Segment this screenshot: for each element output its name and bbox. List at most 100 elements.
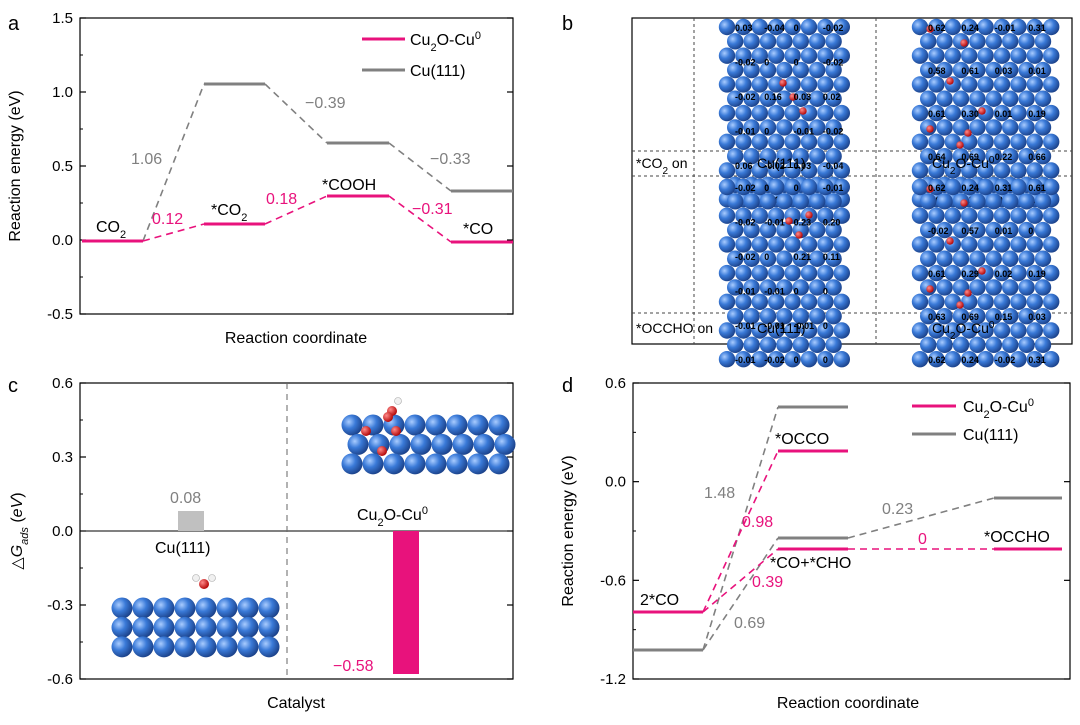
a-gray-connector [264,83,328,144]
ytick-label-d-0: -1.2 [600,671,626,688]
c-cat-cu2o: Cu2O-Cu0 [357,505,428,529]
atom [961,264,978,282]
atom [237,597,259,619]
atom [452,433,474,455]
charge-label: 0.61 [928,269,946,279]
atom [911,133,929,150]
atom [341,453,363,475]
atom [833,264,850,282]
atom [1043,162,1060,179]
atom [792,336,809,354]
atom [1034,279,1052,296]
atom [993,351,1011,368]
atom [751,351,768,368]
atom [784,293,801,310]
charge-label: -0.01 [764,286,785,296]
atom [800,76,818,93]
atom [153,597,175,619]
atom [784,236,801,253]
charge-label: -0.01 [794,321,815,331]
atom [993,76,1011,93]
charge-label: 0.06 [735,161,753,171]
panel-d-xlabel: Reaction coordinate [777,695,919,712]
atom [743,147,760,165]
atom [961,133,978,150]
atom [735,162,752,179]
atom [776,307,793,325]
atom [759,307,777,325]
charge-label: -0.02 [735,217,756,227]
d-step-gray-1: 1.48 [704,485,735,502]
atom [743,193,760,210]
atom [718,162,736,179]
atom [488,414,510,436]
atom [985,336,1002,354]
atom [817,18,834,36]
atom [768,18,785,36]
ytick-label-c-0: -0.6 [47,671,73,688]
atom [759,147,777,165]
charge-label: 0.22 [995,152,1013,162]
charge-label: -0.02 [823,57,844,67]
charge-label: 0 [794,183,799,193]
charge-label: -0.01 [995,23,1016,33]
d-gray-connector [847,497,995,539]
atom [751,47,768,64]
atom [735,351,752,368]
atom [817,322,834,339]
charge-label: 0.24 [961,355,979,365]
atom [759,193,777,210]
atom [911,351,929,368]
ytick-label-c-4: 0.6 [52,375,73,392]
atom [961,18,978,36]
atom [977,162,994,179]
charge-label: 0.03 [1028,312,1046,322]
d-state-2co: 2*CO [640,592,679,609]
oxygen-atom [361,426,371,436]
atom [153,616,175,638]
atom [833,133,850,150]
charge-label: 0 [823,321,828,331]
a-state-co2: CO2 [96,219,126,241]
c-value-cu2o: −0.58 [333,658,374,675]
atom [944,178,961,196]
atom [969,33,986,50]
atom [718,76,736,93]
atom [1034,147,1052,165]
atom [825,279,842,296]
atom [759,250,777,267]
atom [735,178,752,196]
oxygen-atom [785,217,793,225]
oxygen-atom [377,446,387,456]
atom [362,453,384,475]
atom [1043,104,1060,122]
charge-label: 0.19 [1028,109,1046,119]
charge-label: 0.19 [1028,269,1046,279]
atom [969,250,986,267]
oxygen-atom [956,141,964,149]
atom [784,322,801,339]
atom [216,636,238,658]
atom [1026,322,1044,339]
charge-label: 0.63 [928,312,946,322]
atom [743,279,760,296]
atom [985,193,1002,210]
atom [920,90,937,107]
atom [985,33,1002,50]
a-step-pink-3: −0.31 [412,201,453,218]
charge-label: 0.57 [961,226,979,236]
atom [1010,47,1027,64]
atom [751,104,768,122]
atom [817,178,834,196]
atom [1026,351,1044,368]
atom [1018,147,1035,165]
atom [809,193,826,210]
charge-label: -0.01 [735,286,756,296]
panel-c-xlabel: Catalyst [267,695,325,712]
atom [977,293,994,310]
atom [817,104,834,122]
atom [825,147,842,165]
panel-label-c: c [8,375,18,397]
panel-a-xlabel: Reaction coordinate [225,330,367,347]
atom [1018,61,1035,79]
